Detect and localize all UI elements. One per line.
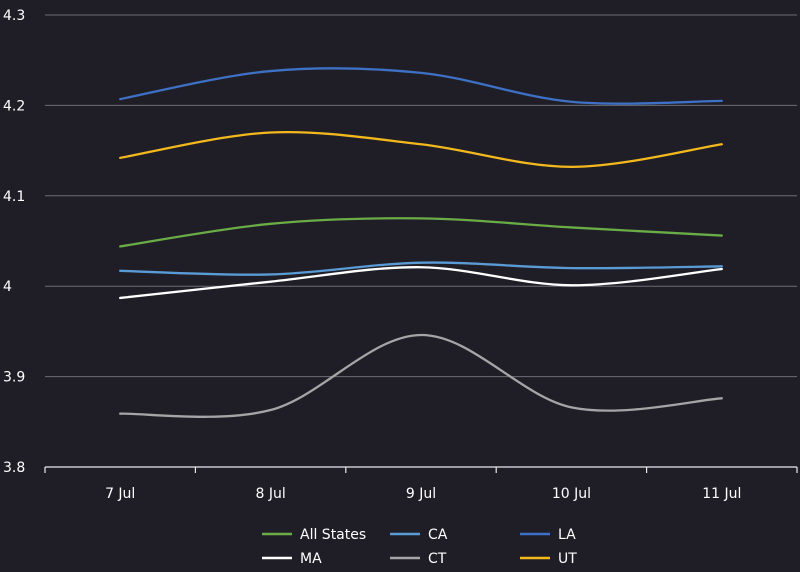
legend-label-ut: UT bbox=[558, 551, 577, 567]
series-lines bbox=[119, 67, 723, 418]
series-line-la bbox=[119, 67, 723, 105]
x-axis: 7 Jul 8 Jul 9 Jul 10 Jul 11 Jul bbox=[44, 466, 798, 502]
series-line-ct bbox=[119, 333, 723, 418]
x-tick-label: 9 Jul bbox=[406, 486, 436, 502]
gridlines bbox=[45, 14, 797, 378]
legend-label-ct: CT bbox=[428, 551, 447, 567]
y-tick-label: 4.1 bbox=[3, 189, 25, 205]
legend-label-ca: CA bbox=[428, 527, 448, 543]
y-tick-label: 3.8 bbox=[3, 460, 25, 476]
y-tick-label: 4.2 bbox=[3, 98, 25, 114]
x-tick-label: 7 Jul bbox=[105, 486, 135, 502]
series-line-all-states bbox=[119, 217, 723, 248]
legend: All States CA LA MA CT UT bbox=[262, 527, 577, 567]
series-line-ma bbox=[119, 266, 723, 300]
y-tick-label: 4 bbox=[3, 279, 12, 295]
legend-label-la: LA bbox=[558, 527, 576, 543]
y-tick-label: 4.3 bbox=[3, 8, 25, 24]
x-tick-label: 8 Jul bbox=[255, 486, 285, 502]
x-tick-label: 11 Jul bbox=[702, 486, 741, 502]
y-axis-ticks: 3.8 3.9 4 4.1 4.2 4.3 bbox=[3, 8, 25, 476]
legend-label-all-states: All States bbox=[300, 527, 366, 543]
series-line-ut bbox=[119, 131, 723, 169]
x-tick-label: 10 Jul bbox=[552, 486, 591, 502]
series-line-ca bbox=[119, 261, 723, 276]
y-tick-label: 3.9 bbox=[3, 370, 25, 386]
legend-label-ma: MA bbox=[300, 551, 322, 567]
